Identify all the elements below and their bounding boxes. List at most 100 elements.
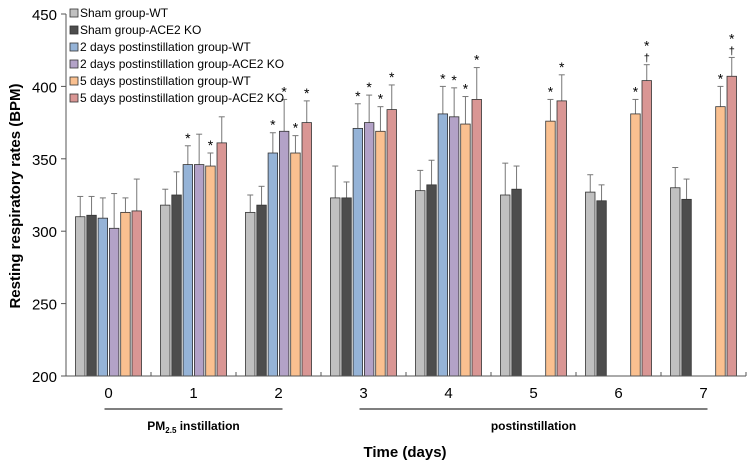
bar: [245, 211, 256, 377]
x-tick-label: 7: [699, 385, 707, 402]
bar: [278, 130, 290, 377]
bar: [193, 164, 205, 377]
significance-star: *: [378, 91, 384, 107]
legend-label: 5 days postinstillation group-WT: [80, 74, 251, 88]
bar: [545, 120, 556, 377]
significance-star: *: [270, 117, 276, 133]
x-tick-label: 1: [189, 385, 197, 402]
axes-layer: 200 250 300 350 400 450 0 1 2 3 4 5 6 7 PM2.5 instilla…: [32, 7, 747, 435]
significance-dagger: †: [729, 45, 735, 57]
significance-star: *: [729, 30, 735, 46]
bar: [726, 75, 737, 377]
bar: [301, 122, 312, 377]
bar: [109, 227, 120, 377]
legend-swatch: [69, 76, 79, 86]
bar: [630, 113, 641, 377]
phase-label: postinstillation: [491, 419, 576, 433]
legend-label: 2 days postinstillation group-WT: [80, 40, 251, 54]
legend-label: Sham group-WT: [80, 6, 169, 20]
legend: Sham group-WT Sham group-ACE2 KO 2 days po…: [69, 6, 284, 105]
y-tick-label: 200: [32, 369, 57, 386]
bar: [460, 123, 471, 377]
y-tick-label: 450: [32, 7, 57, 24]
significance-star: *: [633, 83, 639, 99]
significance-star: *: [304, 85, 310, 101]
x-tick-label: 4: [444, 385, 452, 402]
bar: [182, 164, 194, 377]
significance-star: *: [355, 88, 361, 104]
legend-swatch: [69, 42, 79, 52]
bar: [448, 116, 460, 377]
bar: [120, 211, 131, 377]
y-tick-label: 300: [32, 224, 57, 241]
significance-star: *: [440, 70, 446, 86]
y-tick-label: 400: [32, 79, 57, 96]
significance-star: *: [718, 70, 724, 86]
phase-label: PM2.5 instillation: [147, 419, 239, 435]
bar: [437, 113, 449, 377]
bar: [641, 80, 652, 377]
bar: [715, 106, 726, 377]
x-axis-title: Time (days): [363, 444, 446, 461]
bars-layer: * ***** **** * *******†**†: [75, 30, 737, 377]
significance-star: *: [185, 130, 191, 146]
bar: [596, 200, 607, 377]
x-tick-label: 0: [104, 385, 112, 402]
bar: [75, 216, 86, 377]
legend-label: 2 days postinstillation group-ACE2 KO: [80, 57, 284, 71]
bar: [97, 217, 108, 377]
legend-label: Sham group-ACE2 KO: [80, 23, 201, 37]
x-tick-label: 3: [359, 385, 367, 402]
bar: [330, 197, 341, 377]
legend-swatch: [69, 93, 79, 103]
y-axis-title: Resting respiratory rates (BPM): [7, 83, 24, 308]
significance-star: *: [281, 83, 287, 99]
significance-star: *: [463, 81, 469, 97]
significance-star: *: [474, 52, 480, 68]
legend-swatch: [69, 25, 79, 35]
bar: [681, 198, 692, 377]
x-tick-label: 2: [274, 385, 282, 402]
bar: [256, 204, 267, 377]
bar: [375, 130, 386, 377]
significance-star: *: [451, 72, 457, 88]
x-tick-label: 5: [529, 385, 537, 402]
bar: [426, 184, 437, 377]
bar: [86, 214, 97, 377]
bar: [363, 122, 375, 377]
y-tick-label: 250: [32, 297, 57, 314]
significance-star: *: [208, 137, 214, 153]
legend-swatch: [69, 59, 79, 69]
bar: [216, 142, 227, 377]
significance-star: *: [366, 79, 372, 95]
significance-star: *: [548, 83, 554, 99]
significance-star: *: [293, 120, 299, 136]
subscript: 2.5: [165, 426, 177, 435]
bar: [267, 152, 279, 377]
bar: [341, 197, 352, 377]
significance-star: *: [644, 38, 650, 54]
significance-star: *: [389, 69, 395, 85]
bar: [131, 210, 142, 377]
legend-swatch: [69, 8, 79, 18]
legend-label: 5 days postinstillation group-ACE2 KO: [80, 91, 284, 105]
bar: [205, 165, 216, 377]
significance-dagger: †: [644, 53, 650, 65]
bar: [670, 187, 681, 377]
bar: [471, 99, 482, 377]
y-tick-label: 350: [32, 152, 57, 169]
x-tick-label: 6: [614, 385, 622, 402]
bar: [290, 152, 301, 377]
bar: [415, 190, 426, 377]
bar: [386, 109, 397, 377]
bar: [171, 194, 182, 377]
bar: [556, 100, 567, 377]
bar: [352, 127, 364, 377]
bar: [160, 204, 171, 377]
bar: [500, 194, 511, 377]
bar: [585, 191, 596, 377]
phase-label-rest: instillation: [176, 419, 239, 433]
bar: [511, 188, 522, 377]
significance-star: *: [559, 59, 565, 75]
